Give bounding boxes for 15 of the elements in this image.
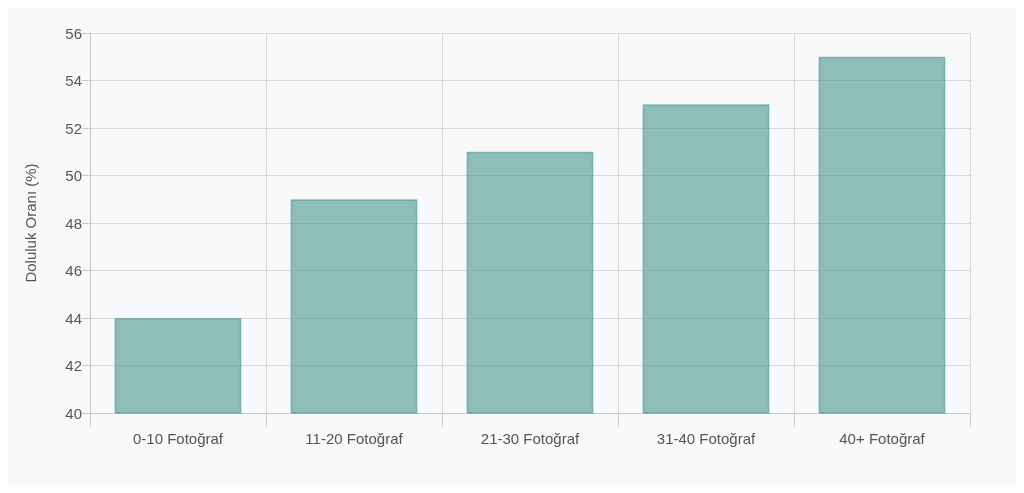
- y-tick-label: 48: [65, 214, 82, 232]
- y-tick-label: 56: [65, 24, 82, 42]
- x-tick-label: 40+ Fotoğraf: [839, 430, 926, 447]
- y-tick-label: 42: [65, 357, 82, 374]
- y-tick-label: 50: [65, 167, 82, 184]
- y-tick-label: 52: [65, 119, 82, 137]
- y-axis-title: Doluluk Oranı (%): [22, 163, 39, 283]
- y-tick-label: 44: [65, 309, 82, 327]
- x-tick-label: 0-10 Fotoğraf: [132, 430, 224, 447]
- y-tick-label: 40: [65, 404, 82, 422]
- y-tick-label: 46: [65, 262, 82, 279]
- x-tick-label: 31-40 Fotoğraf: [656, 430, 757, 447]
- x-tick-label: 11-20 Fotoğraf: [305, 430, 404, 447]
- x-tick-label: 21-30 Fotoğraf: [480, 430, 581, 447]
- y-tick-label: 54: [65, 72, 82, 89]
